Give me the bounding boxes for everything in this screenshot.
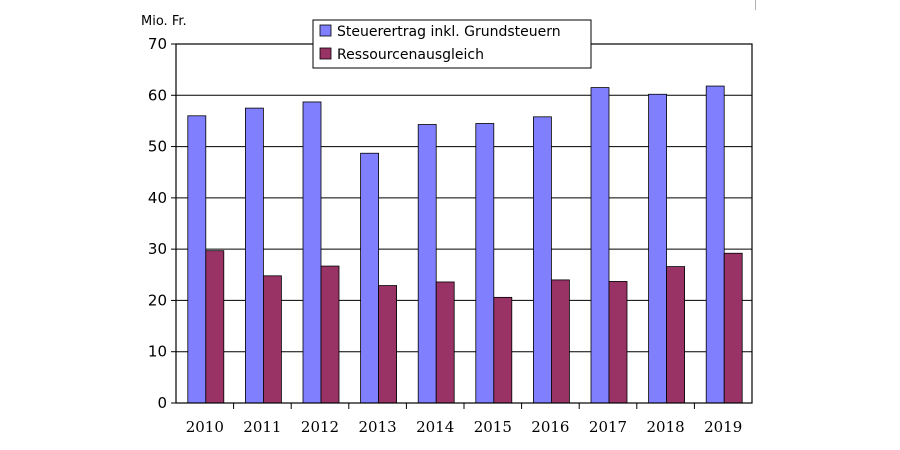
bar-ressourcenausgleich-2017 xyxy=(608,281,628,404)
legend-swatch-ressourcenausgleich xyxy=(319,47,332,60)
bar-steuerertrag-2019 xyxy=(705,85,725,404)
legend-swatch-steuerertrag xyxy=(319,24,332,37)
x-axis-ticks: 2010 2011 2012 2013 2014 2015 2016 2017 2018 2019 xyxy=(186,403,742,436)
bar-ressourcenausgleich-2018 xyxy=(666,266,685,404)
y-tick-label: 30 xyxy=(148,240,167,258)
x-tick-label: 2014 xyxy=(416,418,454,436)
bar-steuerertrag-2014 xyxy=(417,124,437,404)
edge-marker xyxy=(755,0,756,10)
bars xyxy=(187,85,743,404)
legend-box xyxy=(312,19,592,69)
x-tick-label: 2013 xyxy=(359,418,397,436)
legend: Steuerertrag inkl. Grundsteuern Ressourc… xyxy=(312,19,592,69)
y-tick-label: 70 xyxy=(148,35,167,53)
x-tick-label: 2011 xyxy=(243,418,281,436)
bar-steuerertrag-2010 xyxy=(187,115,207,404)
bar-ressourcenausgleich-2011 xyxy=(262,275,282,404)
bar-ressourcenausgleich-2012 xyxy=(320,265,340,404)
bar-ressourcenausgleich-2016 xyxy=(551,279,570,404)
x-tick-label: 2015 xyxy=(474,418,512,436)
bar-steuerertrag-2011 xyxy=(244,107,264,404)
bar-ressourcenausgleich-2014 xyxy=(435,281,455,404)
y-axis-label: Mio. Fr. xyxy=(141,14,187,29)
bar-steuerertrag-2013 xyxy=(360,152,380,404)
y-tick-label: 20 xyxy=(148,291,167,309)
y-tick-label: 0 xyxy=(157,394,167,412)
bar-steuerertrag-2018 xyxy=(648,93,667,404)
y-tick-label: 50 xyxy=(148,138,167,156)
x-tick-label: 2017 xyxy=(589,418,627,436)
x-tick-label: 2010 xyxy=(186,418,224,436)
x-tick-label: 2018 xyxy=(647,418,685,436)
x-tick-label: 2012 xyxy=(301,418,339,436)
legend-label-steuerertrag: Steuerertrag inkl. Grundsteuern xyxy=(337,24,561,40)
y-tick-label: 40 xyxy=(148,189,167,207)
bar-ressourcenausgleich-2019 xyxy=(723,252,743,404)
bar-steuerertrag-2015 xyxy=(475,123,495,404)
y-axis-ticks: 0 10 20 30 40 50 60 70 xyxy=(148,35,176,412)
bar-steuerertrag-2016 xyxy=(533,116,552,404)
bar-steuerertrag-2017 xyxy=(590,87,610,404)
bar-ressourcenausgleich-2015 xyxy=(493,296,513,404)
x-tick-label: 2016 xyxy=(531,418,569,436)
y-tick-label: 10 xyxy=(148,343,167,361)
bar-steuerertrag-2012 xyxy=(302,101,322,404)
y-tick-label: 60 xyxy=(148,86,167,104)
legend-label-ressourcenausgleich: Ressourcenausgleich xyxy=(337,47,484,63)
x-tick-label: 2019 xyxy=(704,418,742,436)
bar-ressourcenausgleich-2013 xyxy=(378,285,398,404)
bar-ressourcenausgleich-2010 xyxy=(205,250,225,404)
